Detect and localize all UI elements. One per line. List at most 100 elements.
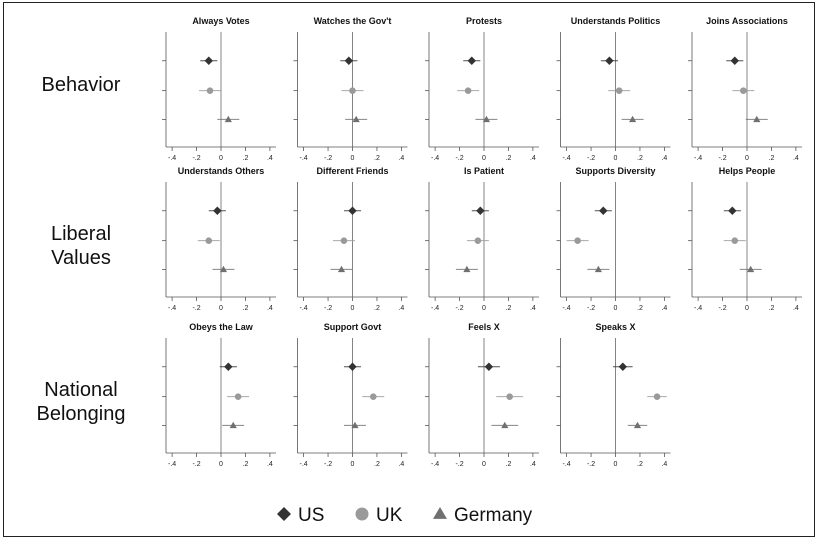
marker-us-diamond bbox=[204, 56, 213, 65]
marker-uk-circle bbox=[731, 237, 739, 244]
marker-germany-triangle bbox=[224, 115, 232, 123]
panel: Feels X -.4 -.2 0 .2 .4 bbox=[425, 322, 539, 468]
marker-germany-triangle bbox=[352, 115, 360, 123]
x-tick-label: -.2 bbox=[455, 305, 463, 312]
x-tick-label: -.4 bbox=[300, 155, 308, 162]
marker-germany-triangle bbox=[337, 265, 346, 273]
figure-frame: Behavior Always Votes -.4 -.2 0.2.4 Watches t… bbox=[3, 2, 815, 537]
panel-title: Is Patient bbox=[464, 166, 504, 176]
marker-us-diamond bbox=[599, 206, 608, 215]
panel: Speaks X -.4 -.2 0 .2 .4 bbox=[556, 322, 671, 468]
x-tick-label: 0 bbox=[219, 461, 223, 468]
panel: Always Votes -.4 -.2 0 .2 .4 bbox=[162, 16, 276, 162]
x-tick-label: 0 bbox=[614, 155, 618, 162]
marker-us-diamond bbox=[344, 56, 354, 65]
marker-germany-triangle bbox=[219, 265, 228, 273]
marker-us-diamond bbox=[224, 362, 233, 371]
x-tick-label: .2 bbox=[243, 461, 249, 468]
marker-germany-triangle bbox=[482, 115, 491, 123]
x-tick-label: 0 bbox=[351, 461, 355, 468]
x-tick-label: .2 bbox=[637, 461, 643, 468]
marker-uk-circle bbox=[506, 393, 513, 400]
panel-title: Watches the Gov't bbox=[314, 16, 392, 26]
x-tick-label: -.2 bbox=[587, 155, 595, 162]
x-tick-label: -.4 bbox=[563, 155, 571, 162]
x-tick-label: -.2 bbox=[324, 461, 332, 468]
x-tick-label: 0 bbox=[219, 305, 223, 312]
x-tick-label: .4 bbox=[793, 305, 799, 312]
x-tick-label: -.4 bbox=[431, 155, 439, 162]
legend: US UK Germany bbox=[277, 505, 533, 526]
marker-uk-circle bbox=[740, 87, 747, 94]
marker-us-diamond bbox=[605, 56, 614, 65]
x-tick-label: .4 bbox=[267, 155, 273, 162]
x-tick-label: 0 bbox=[745, 305, 749, 312]
marker-uk-circle bbox=[615, 87, 623, 94]
row-label: National bbox=[44, 379, 117, 401]
x-tick-label: -.2 bbox=[324, 155, 332, 162]
x-tick-label: .2 bbox=[769, 305, 775, 312]
panel: Understands Others -.4 -.2 0 .2 .4 bbox=[162, 166, 276, 312]
row-label: Belonging bbox=[37, 403, 126, 425]
row-label: Liberal bbox=[51, 223, 111, 245]
marker-uk-circle bbox=[349, 87, 356, 94]
panel-title: Joins Associations bbox=[706, 16, 788, 26]
panel-title: Support Govt bbox=[324, 322, 382, 332]
marker-germany-triangle bbox=[633, 421, 642, 429]
x-tick-label: -.4 bbox=[168, 461, 176, 468]
legend-marker-triangle bbox=[433, 507, 447, 519]
legend-item: US bbox=[277, 505, 324, 526]
marker-germany-triangle bbox=[747, 265, 755, 273]
marker-germany-triangle bbox=[594, 265, 602, 273]
x-tick-label: 0 bbox=[351, 305, 355, 312]
x-tick-label: -.2 bbox=[192, 155, 200, 162]
x-tick-label: .4 bbox=[267, 305, 273, 312]
panel: Support Govt -.4 -.2 0 .2 .4 bbox=[293, 322, 408, 468]
panel: Protests -.4 -.2 0 .2 .4 bbox=[425, 16, 539, 162]
x-tick-label: -.2 bbox=[455, 155, 463, 162]
panel-title: Helps People bbox=[719, 166, 776, 176]
marker-us-diamond bbox=[730, 56, 739, 65]
panel-title: Feels X bbox=[468, 322, 500, 332]
x-tick-label: .2 bbox=[374, 461, 380, 468]
panel: Understands Politics -.4 -.2 0 .2 .4 bbox=[556, 16, 671, 162]
legend-marker-diamond bbox=[277, 507, 291, 521]
x-tick-label: .4 bbox=[793, 155, 799, 162]
marker-germany-triangle bbox=[463, 265, 471, 273]
x-tick-label: -.2 bbox=[192, 461, 200, 468]
panel: Supports Diversity -.4 -.2 0 .2 .4 bbox=[556, 166, 671, 312]
marker-germany-triangle bbox=[753, 115, 761, 123]
marker-uk-circle bbox=[206, 87, 214, 94]
legend-marker-circle bbox=[355, 507, 369, 521]
x-tick-label: -.4 bbox=[300, 305, 308, 312]
x-tick-label: -.4 bbox=[300, 461, 308, 468]
x-tick-label: .4 bbox=[530, 461, 536, 468]
x-tick-label: 0 bbox=[614, 305, 618, 312]
x-tick-label: -.4 bbox=[431, 461, 439, 468]
marker-us-diamond bbox=[484, 362, 494, 371]
x-tick-label: -.2 bbox=[718, 155, 726, 162]
marker-us-diamond bbox=[213, 206, 222, 215]
marker-us-diamond bbox=[467, 56, 476, 65]
panel-title: Understands Others bbox=[178, 166, 265, 176]
panel: Is Patient -.4 -.2 0 .2 .4 bbox=[425, 166, 539, 312]
x-tick-label: .4 bbox=[267, 461, 273, 468]
panel: Joins Associations -.4 -.2 0 .2 .4 bbox=[688, 16, 802, 162]
marker-uk-circle bbox=[653, 393, 661, 400]
x-tick-label: .4 bbox=[661, 155, 667, 162]
x-tick-label: -.2 bbox=[718, 305, 726, 312]
marker-uk-circle bbox=[234, 393, 242, 400]
panel-title: Speaks X bbox=[595, 322, 635, 332]
marker-uk-circle bbox=[574, 237, 581, 244]
x-tick-label: -.4 bbox=[168, 155, 176, 162]
marker-us-diamond bbox=[728, 206, 737, 215]
row-label: Values bbox=[51, 247, 111, 269]
x-tick-label: .4 bbox=[661, 305, 667, 312]
marker-us-diamond bbox=[348, 206, 357, 215]
x-tick-label: -.2 bbox=[324, 305, 332, 312]
x-tick-label: .4 bbox=[398, 305, 404, 312]
x-tick-label: .4 bbox=[398, 461, 404, 468]
marker-us-diamond bbox=[348, 362, 357, 371]
x-tick-label: 0 bbox=[614, 461, 618, 468]
